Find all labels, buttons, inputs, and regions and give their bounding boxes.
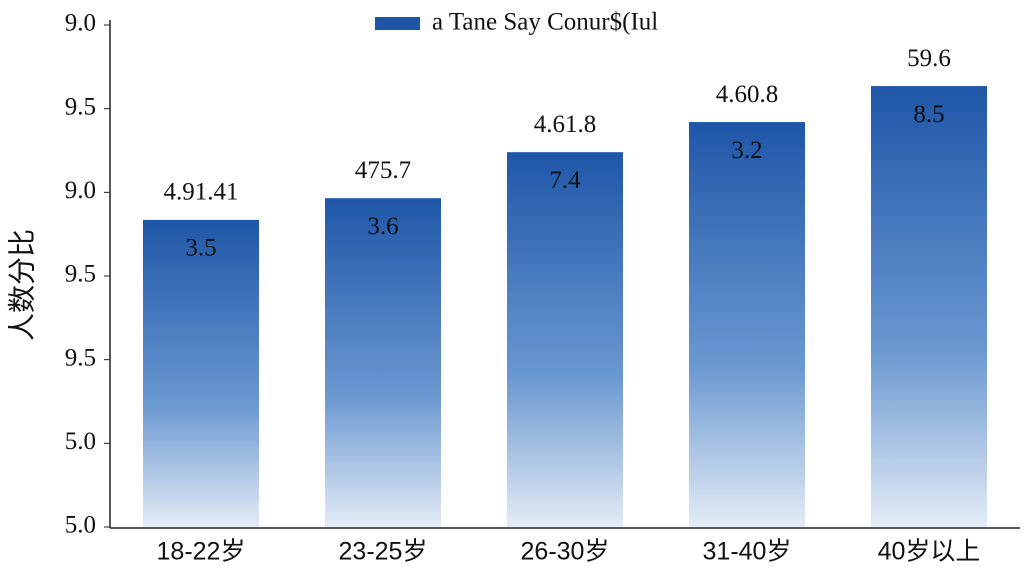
x-tick-label: 18-22岁 (157, 538, 246, 566)
bar (325, 198, 441, 527)
bar-inner-label: 3.6 (367, 213, 398, 240)
x-tick-label: 31-40岁 (703, 538, 792, 566)
bar-top-label: 4.60.8 (716, 81, 779, 108)
bar-top-label: 4.61.8 (534, 111, 597, 138)
bar-top-label: 475.7 (355, 157, 411, 184)
bar-top-label: 59.6 (907, 45, 951, 72)
y-tick-label: 9.5 (65, 261, 96, 288)
bar (689, 122, 805, 527)
y-tick-label: 9.0 (65, 10, 96, 37)
bar-inner-label: 8.5 (913, 101, 944, 128)
bar-inner-label: 3.5 (185, 235, 216, 262)
y-axis-label: 人数分比 (6, 229, 37, 341)
bar (871, 86, 987, 528)
legend-swatch (375, 17, 420, 30)
y-tick-label: 5.0 (65, 512, 96, 539)
y-tick-label: 9.5 (65, 344, 96, 371)
bar-inner-label: 3.2 (731, 137, 762, 164)
y-tick-label: 9.0 (65, 177, 96, 204)
y-tick-label: 9.5 (65, 93, 96, 120)
bar (507, 152, 623, 527)
x-tick-label: 26-30岁 (521, 538, 610, 566)
x-tick-label: 40岁以上 (878, 538, 981, 566)
y-tick-label: 5.0 (65, 428, 96, 455)
bar-top-label: 4.91.41 (164, 179, 239, 206)
bar (143, 219, 259, 527)
bar-inner-label: 7.4 (549, 167, 581, 194)
x-tick-label: 23-25岁 (339, 538, 428, 566)
legend-label: a Tane Say Conur$(Iul (432, 9, 658, 36)
